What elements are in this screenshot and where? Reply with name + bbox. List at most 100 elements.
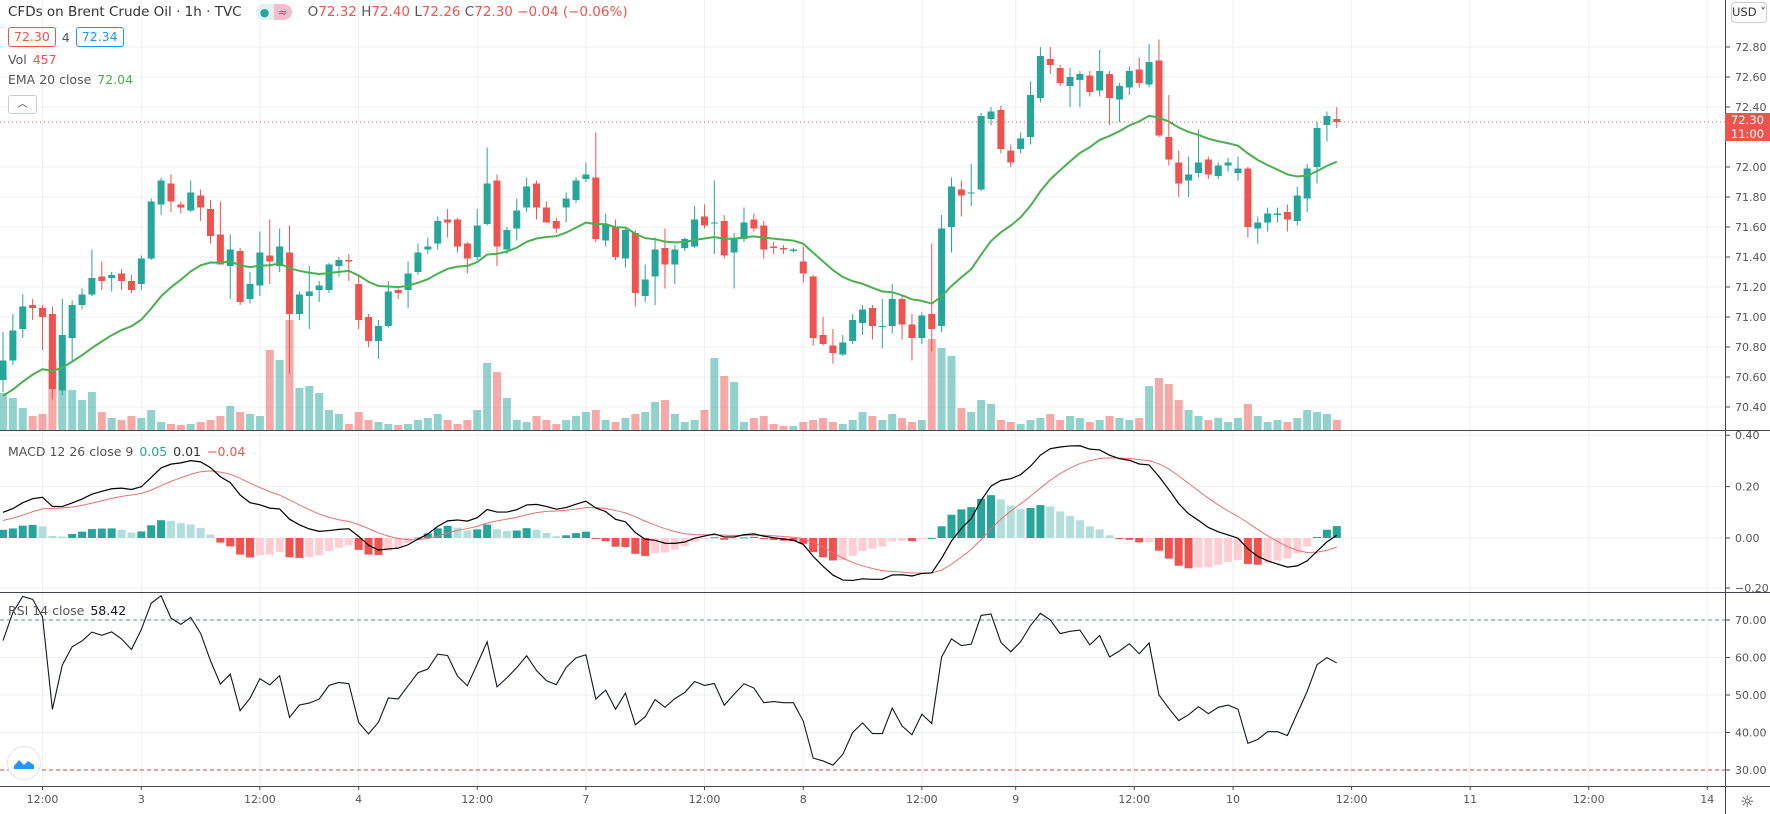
candle [453, 218, 461, 253]
tradingview-logo[interactable] [7, 746, 41, 780]
candle [938, 215, 946, 332]
candle [1086, 71, 1094, 97]
candle [1293, 186, 1301, 226]
volume-bar [285, 320, 294, 430]
candle-body [928, 314, 936, 329]
candle-body [1204, 159, 1212, 175]
candle-body [1046, 59, 1054, 65]
rsi-axis-label: 40.00 [1735, 727, 1767, 740]
candle-body [365, 317, 373, 341]
candle [1194, 129, 1202, 178]
macd-legend[interactable]: MACD 12 26 close 9 0.05 0.01 −0.04 [8, 444, 246, 459]
macd-histogram-bar [1283, 538, 1292, 559]
macd-histogram-bar [493, 529, 501, 538]
macd-histogram-bar [206, 534, 215, 538]
macd-histogram-bar [809, 538, 818, 553]
sell-button[interactable]: 72.30 [8, 27, 56, 47]
macd-axis[interactable]: 0.40 0.20 0.00 −0.20 [1725, 429, 1769, 595]
volume-bar [1056, 420, 1065, 430]
time-axis-label: 3 [138, 793, 145, 806]
candle-body [137, 258, 145, 284]
macd-histogram-bar [463, 530, 472, 538]
time-axis-label: 12:00 [1336, 793, 1368, 806]
candle [187, 180, 195, 212]
candle [236, 248, 244, 305]
volume-bar [463, 420, 472, 430]
candle [1264, 207, 1272, 232]
candle-body [1007, 150, 1015, 163]
macd-histogram-bar [1056, 511, 1065, 538]
candle [384, 281, 392, 328]
candle-body [157, 180, 165, 205]
macd-histogram-bar [512, 530, 521, 538]
volume-bar [1046, 414, 1055, 430]
candle [374, 320, 382, 359]
candle-body [29, 305, 37, 308]
candle-body [88, 278, 96, 295]
market-status-pill[interactable]: ● ≈ [255, 4, 292, 20]
volume-bar [433, 414, 442, 430]
volume-bar [522, 422, 531, 430]
candle [394, 288, 402, 299]
candle [977, 113, 985, 191]
macd-histogram-bar [700, 538, 709, 540]
volume-bar [611, 422, 620, 430]
time-axis[interactable]: 12:00 3 12:00 4 12:00 7 12:00 8 12:00 9 12:00 10 12:… [27, 786, 1715, 806]
macd-histogram-bar [1184, 538, 1193, 569]
price-axis-label: 70.60 [1735, 371, 1767, 384]
candle-body [483, 183, 491, 224]
buy-button[interactable]: 72.34 [75, 27, 124, 47]
candle-body [374, 326, 382, 341]
macd-histogram-bar [868, 538, 877, 549]
candle-body [967, 192, 975, 194]
candle [671, 245, 679, 284]
candle-body [977, 116, 985, 190]
price-axis-label: 72.80 [1735, 41, 1767, 54]
candle [868, 305, 876, 340]
macd-histogram-bar [631, 538, 640, 554]
macd-histogram-bar [1214, 538, 1223, 565]
price-axis[interactable]: 72.80 72.60 72.40 72.00 71.80 71.60 71.40 71.20… [1725, 41, 1767, 414]
volume-bar [996, 420, 1005, 430]
macd-histogram-bar [641, 538, 650, 556]
rsi-legend[interactable]: RSI 14 close 58.42 [8, 603, 127, 618]
volume-bar [542, 420, 551, 430]
volume-legend[interactable]: Vol 457 [8, 52, 57, 67]
candle [780, 245, 788, 254]
candle-body [829, 345, 837, 353]
candle [414, 243, 422, 275]
candle-body [187, 192, 195, 211]
candle-body [819, 335, 827, 344]
candle [127, 275, 135, 293]
candle-body [700, 216, 708, 226]
candle [829, 329, 837, 364]
macd-histogram-bar [1085, 526, 1094, 538]
candle [631, 230, 639, 307]
candle-body [1027, 95, 1035, 137]
macd-histogram-bar [1174, 538, 1183, 566]
rsi-axis[interactable]: 70.00 60.00 50.00 40.00 30.00 [1725, 614, 1767, 777]
symbol-title[interactable]: CFDs on Brent Crude Oil · 1h · TVC [8, 4, 242, 20]
volume-bar [789, 426, 798, 430]
ema-legend[interactable]: EMA 20 close 72.04 [8, 72, 134, 87]
volume-bar [315, 393, 324, 430]
candle-body [39, 308, 47, 317]
macd-histogram-bar [147, 525, 156, 538]
candle [305, 266, 313, 329]
candle [720, 215, 728, 259]
currency-select[interactable]: USD ˅ [1731, 2, 1767, 23]
macd-value: 0.01 [173, 444, 202, 459]
macd-histogram-bar [216, 538, 225, 543]
candle-body [355, 284, 363, 320]
settings-gear-icon[interactable]: ☼ [1740, 792, 1755, 811]
volume-bar [937, 348, 946, 430]
candle-body [651, 249, 659, 277]
candle-body [286, 252, 294, 314]
candle [147, 198, 155, 260]
collapse-legend-button[interactable]: ︿ [8, 95, 37, 114]
volume-bar [562, 420, 571, 430]
candle-body [918, 315, 926, 338]
macd-histogram-bar [1313, 536, 1322, 538]
